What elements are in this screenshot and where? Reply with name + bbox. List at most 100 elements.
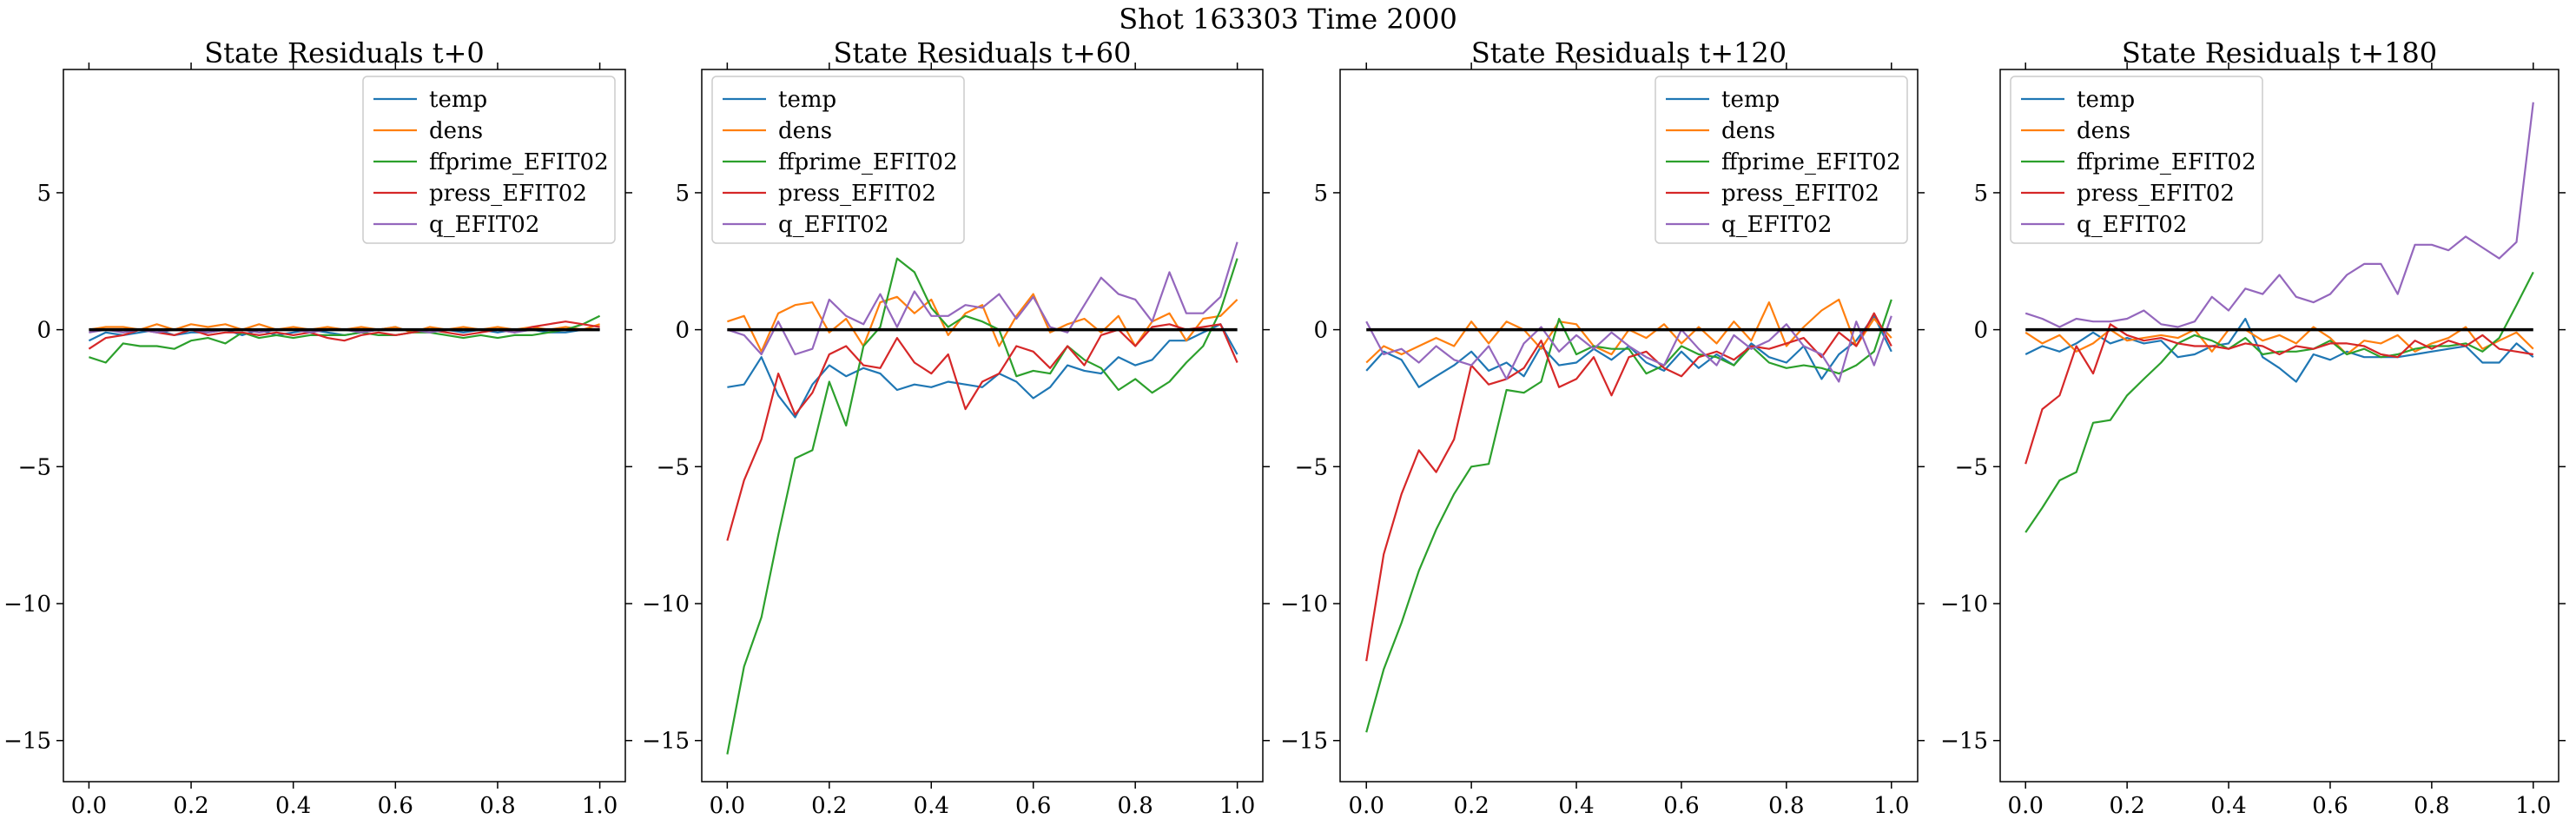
legend-label: press_EFIT02 <box>2077 181 2235 207</box>
legend: temp dens ffprime_EFIT02 press_EFIT02 q_EFIT… <box>2010 76 2263 244</box>
legend-label: ffprime_EFIT02 <box>429 149 609 175</box>
chart-panel-3: State Residuals t+180 0.0 0.2 0.4 0.6 0.8 1.0 −… <box>1940 36 2566 819</box>
y-tick-label: −15 <box>1940 729 1988 755</box>
x-tick-label: 0.2 <box>1453 793 1489 819</box>
y-tick-label: 5 <box>1313 181 1328 207</box>
x-tick-label: 1.0 <box>2515 793 2551 819</box>
legend-label: press_EFIT02 <box>1721 181 1879 207</box>
x-tick-label: 0.2 <box>811 793 847 819</box>
axes-frame <box>1339 69 1919 783</box>
series-line-temp <box>1365 314 1892 388</box>
x-tick-label: 0.0 <box>2008 793 2044 819</box>
x-tick-label: 0.6 <box>2312 793 2348 819</box>
x-tick-label: 0.0 <box>1349 793 1384 819</box>
series-line-dens <box>727 293 1238 353</box>
x-tick-label: 0.6 <box>378 793 413 819</box>
legend-label: q_EFIT02 <box>778 212 888 238</box>
panel-title: State Residuals t+120 <box>1471 36 1787 69</box>
y-tick-label: −5 <box>1955 454 1988 480</box>
panel-title: State Residuals t+0 <box>204 36 485 69</box>
x-tick-label: 0.6 <box>1663 793 1699 819</box>
axes-frame <box>63 69 626 783</box>
series-line-ffprime_EFIT02 <box>726 257 1238 755</box>
legend-label: dens <box>1721 118 1775 144</box>
x-tick-label: 1.0 <box>1219 793 1255 819</box>
series-line-press_EFIT02 <box>2024 323 2533 465</box>
legend-label: dens <box>778 118 832 144</box>
y-tick-label: −10 <box>3 591 51 618</box>
x-tick-label: 0.4 <box>275 793 311 819</box>
legend-label: dens <box>429 118 483 144</box>
x-tick-label: 0.4 <box>914 793 949 819</box>
legend-label: temp <box>429 87 487 113</box>
series-line-ffprime_EFIT02 <box>89 314 601 364</box>
y-tick-label: −5 <box>657 454 690 480</box>
y-tick-label: 0 <box>1973 318 1988 344</box>
x-tick-label: 0.8 <box>1768 793 1804 819</box>
legend-box <box>1655 76 1908 244</box>
y-tick-label: −5 <box>18 454 51 480</box>
series-line-q_EFIT02 <box>1365 315 1892 383</box>
axes-frame <box>1999 69 2559 783</box>
y-tick-label: 0 <box>36 318 51 344</box>
y-tick-label: −10 <box>1280 591 1328 618</box>
series-line-q_EFIT02 <box>727 241 1238 356</box>
figure-suptitle: Shot 163303 Time 2000 <box>1119 3 1457 36</box>
legend-label: press_EFIT02 <box>429 181 587 207</box>
panel-title: State Residuals t+180 <box>2122 36 2437 69</box>
series-line-q_EFIT02 <box>2024 102 2534 328</box>
x-tick-label: 0.8 <box>2414 793 2449 819</box>
legend-label: press_EFIT02 <box>778 181 936 207</box>
y-tick-label: 5 <box>36 181 51 207</box>
legend-box <box>711 76 965 244</box>
series-line-press_EFIT02 <box>726 323 1238 541</box>
y-tick-label: −15 <box>1280 729 1328 755</box>
x-tick-label: 0.2 <box>2109 793 2144 819</box>
y-tick-label: 0 <box>1313 318 1328 344</box>
y-tick-label: 0 <box>675 318 690 344</box>
legend: temp dens ffprime_EFIT02 press_EFIT02 q_EFIT… <box>711 76 965 244</box>
legend-label: temp <box>2077 87 2135 113</box>
legend-label: ffprime_EFIT02 <box>778 149 958 175</box>
y-tick-label: 5 <box>1973 181 1988 207</box>
x-tick-label: 1.0 <box>1873 793 1909 819</box>
legend-label: ffprime_EFIT02 <box>1721 149 1901 175</box>
x-tick-label: 0.0 <box>710 793 745 819</box>
y-tick-label: −15 <box>642 729 690 755</box>
x-tick-label: 0.2 <box>173 793 208 819</box>
legend-box <box>2010 76 2263 244</box>
x-tick-label: 1.0 <box>582 793 618 819</box>
x-tick-label: 0.4 <box>2210 793 2246 819</box>
y-tick-label: −10 <box>1940 591 1988 618</box>
legend: temp dens ffprime_EFIT02 press_EFIT02 q_EFIT… <box>1655 76 1908 244</box>
series-line-temp <box>727 323 1238 419</box>
y-tick-label: −5 <box>1295 454 1328 480</box>
series-line-ffprime_EFIT02 <box>2024 271 2534 533</box>
chart-panel-2: State Residuals t+120 0.0 0.2 0.4 0.6 0.8 1.0 −… <box>1280 36 1925 819</box>
series-line-press_EFIT02 <box>1365 312 1892 662</box>
y-tick-label: −15 <box>3 729 51 755</box>
chart-panel-1: State Residuals t+60 0.0 0.2 0.4 0.6 0.8 1.0 −1… <box>642 36 1270 819</box>
y-tick-label: −10 <box>642 591 690 618</box>
axes-frame <box>701 69 1264 783</box>
panel-title: State Residuals t+60 <box>834 36 1132 69</box>
y-tick-label: 5 <box>675 181 690 207</box>
legend-label: dens <box>2077 118 2130 144</box>
x-tick-label: 0.8 <box>479 793 515 819</box>
legend-box <box>362 76 616 244</box>
legend-label: temp <box>778 87 836 113</box>
legend-label: temp <box>1721 87 1780 113</box>
x-tick-label: 0.8 <box>1118 793 1153 819</box>
series-line-temp <box>2024 317 2534 383</box>
chart-panel-0: State Residuals t+0 0.0 0.2 0.4 0.6 0.8 1.0 −15… <box>3 36 632 819</box>
x-tick-label: 0.6 <box>1015 793 1051 819</box>
legend-label: q_EFIT02 <box>2077 212 2187 238</box>
legend-label: q_EFIT02 <box>429 212 539 238</box>
x-tick-label: 0.0 <box>71 793 107 819</box>
series-line-ffprime_EFIT02 <box>1365 299 1892 733</box>
legend-label: ffprime_EFIT02 <box>2077 149 2256 175</box>
x-tick-label: 0.4 <box>1558 793 1594 819</box>
legend: temp dens ffprime_EFIT02 press_EFIT02 q_EFIT… <box>362 76 616 244</box>
legend-label: q_EFIT02 <box>1721 212 1832 238</box>
